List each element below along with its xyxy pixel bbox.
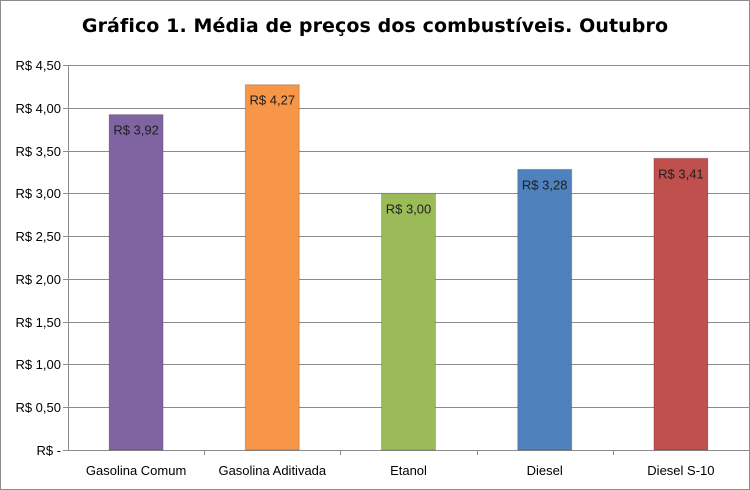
bars — [108, 84, 709, 451]
x-axis-tick-label: Diesel — [527, 463, 563, 478]
y-axis-tick-label: R$ 2,00 — [15, 272, 61, 287]
data-label: R$ 3,41 — [658, 166, 704, 181]
y-axis-tick-label: R$ - — [36, 443, 61, 458]
chart-title: Gráfico 1. Média de preços dos combustív… — [81, 15, 669, 37]
bar-diesel — [517, 168, 573, 451]
y-axis-tick-label: R$ 3,50 — [15, 144, 61, 159]
data-label: R$ 3,92 — [113, 123, 159, 138]
data-label: R$ 3,28 — [522, 177, 568, 192]
y-axis-tick-label: R$ 3,00 — [15, 186, 61, 201]
bar-gasolina-comum — [108, 114, 164, 451]
bar-diesel-s-10 — [653, 157, 709, 451]
y-axis-tick-labels: R$ - R$ 0,50 R$ 1,00 R$ 1,50 R$ 2,00 R$ 2,50 R… — [15, 58, 61, 458]
data-labels: R$ 3,92 R$ 4,27 R$ 3,00 R$ 3,28 R$ 3,41 — [113, 93, 703, 217]
data-label: R$ 4,27 — [250, 93, 296, 108]
x-axis-tick-label: Diesel S-10 — [647, 463, 714, 478]
axes — [63, 65, 749, 455]
x-axis-tick-labels: Gasolina Comum Gasolina Aditivada Etanol Di… — [86, 463, 715, 478]
data-label: R$ 3,00 — [386, 201, 432, 216]
x-axis-tick-label: Gasolina Comum — [86, 463, 186, 478]
y-axis-tick-label: R$ 4,50 — [15, 58, 61, 73]
y-axis-tick-label: R$ 1,00 — [15, 357, 61, 372]
bar-etanol — [381, 192, 436, 451]
x-axis-tick-label: Gasolina Aditivada — [218, 463, 326, 478]
y-axis-tick-label: R$ 0,50 — [15, 400, 61, 415]
y-axis-tick-label: R$ 2,50 — [15, 229, 61, 244]
bar-gasolina-aditivada — [244, 84, 300, 451]
y-axis-tick-label: R$ 4,00 — [15, 101, 61, 116]
x-axis-tick-label: Etanol — [390, 463, 427, 478]
y-axis-tick-label: R$ 1,50 — [15, 315, 61, 330]
